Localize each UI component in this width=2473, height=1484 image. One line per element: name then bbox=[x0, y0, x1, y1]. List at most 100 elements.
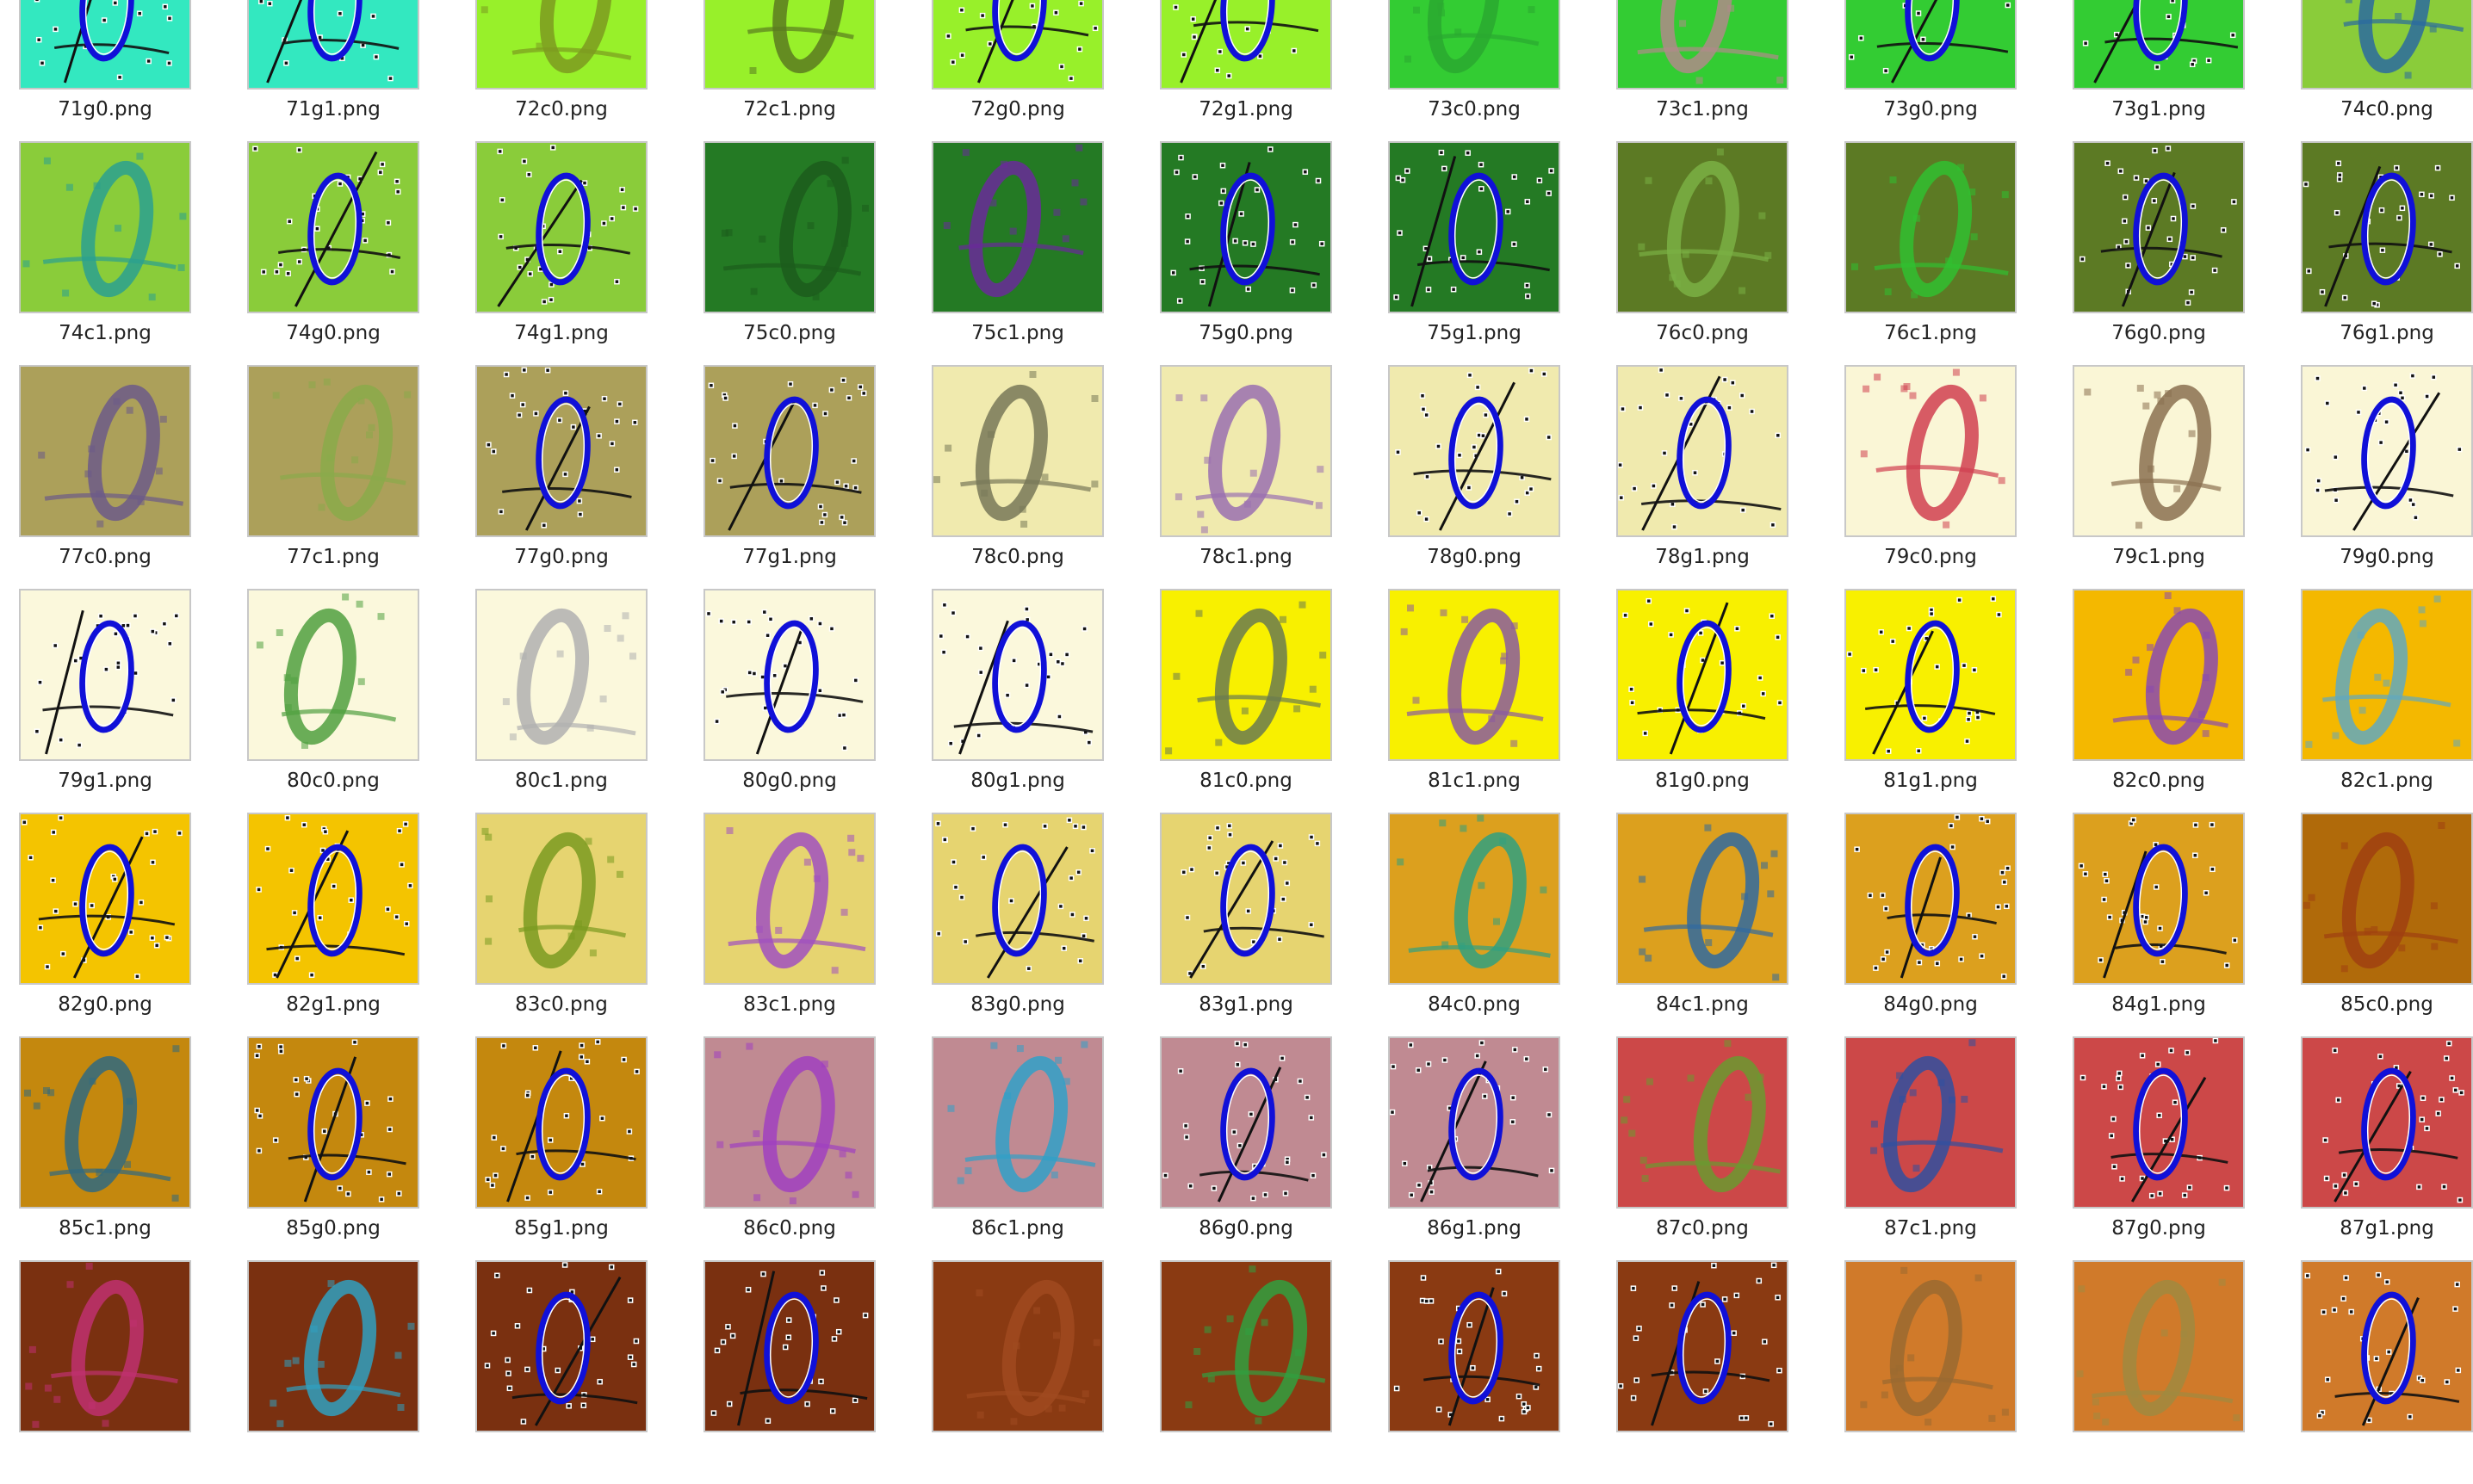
file-item[interactable]: 74c0.png bbox=[2301, 0, 2473, 141]
file-item[interactable]: 79c1.png bbox=[2073, 365, 2245, 589]
file-thumbnail[interactable] bbox=[1160, 1260, 1332, 1432]
file-thumbnail[interactable] bbox=[247, 141, 419, 313]
file-item[interactable]: 80g1.png bbox=[932, 589, 1104, 813]
file-item[interactable]: 85g1.png bbox=[475, 1036, 648, 1260]
file-thumbnail[interactable] bbox=[475, 365, 648, 537]
file-item[interactable]: 79c0.png bbox=[1844, 365, 2017, 589]
file-item[interactable]: 78g0.png bbox=[1388, 365, 1560, 589]
file-item[interactable]: 77g0.png bbox=[475, 365, 648, 589]
file-thumbnail[interactable] bbox=[2073, 141, 2245, 313]
file-thumbnail[interactable] bbox=[1844, 813, 2017, 985]
file-thumbnail[interactable] bbox=[1844, 1260, 2017, 1432]
file-item[interactable]: 72c0.png bbox=[475, 0, 648, 141]
file-thumbnail[interactable] bbox=[2301, 589, 2473, 761]
file-thumbnail[interactable] bbox=[2301, 141, 2473, 313]
file-item[interactable]: 86c1.png bbox=[932, 1036, 1104, 1260]
file-item[interactable]: 85g0.png bbox=[247, 1036, 419, 1260]
file-thumbnail[interactable] bbox=[1844, 365, 2017, 537]
file-thumbnail[interactable] bbox=[19, 589, 191, 761]
file-item[interactable]: 82g0.png bbox=[19, 813, 191, 1036]
file-thumbnail[interactable] bbox=[19, 813, 191, 985]
file-thumbnail[interactable] bbox=[247, 813, 419, 985]
file-thumbnail[interactable] bbox=[1160, 365, 1332, 537]
file-thumbnail[interactable] bbox=[2073, 365, 2245, 537]
file-thumbnail[interactable] bbox=[475, 813, 648, 985]
file-thumbnail[interactable] bbox=[1616, 0, 1788, 90]
file-item[interactable]: 80c0.png bbox=[247, 589, 419, 813]
file-item[interactable]: 72c1.png bbox=[703, 0, 876, 141]
file-thumbnail[interactable] bbox=[2301, 1260, 2473, 1432]
file-item[interactable]: 84c1.png bbox=[1616, 813, 1788, 1036]
file-thumbnail[interactable] bbox=[703, 141, 876, 313]
file-thumbnail[interactable] bbox=[1388, 365, 1560, 537]
file-item[interactable]: 75g1.png bbox=[1388, 141, 1560, 365]
file-thumbnail[interactable] bbox=[19, 1260, 191, 1432]
file-item[interactable] bbox=[19, 1260, 191, 1484]
file-item[interactable]: 81c0.png bbox=[1160, 589, 1332, 813]
file-item[interactable]: 81g0.png bbox=[1616, 589, 1788, 813]
file-item[interactable]: 75c0.png bbox=[703, 141, 876, 365]
file-item[interactable]: 73c0.png bbox=[1388, 0, 1560, 141]
file-thumbnail[interactable] bbox=[703, 589, 876, 761]
file-thumbnail[interactable] bbox=[247, 589, 419, 761]
file-thumbnail[interactable] bbox=[247, 365, 419, 537]
file-item[interactable]: 78g1.png bbox=[1616, 365, 1788, 589]
file-item[interactable] bbox=[2301, 1260, 2473, 1484]
file-item[interactable] bbox=[1388, 1260, 1560, 1484]
file-thumbnail[interactable] bbox=[475, 1260, 648, 1432]
file-item[interactable]: 82c1.png bbox=[2301, 589, 2473, 813]
file-thumbnail[interactable] bbox=[2073, 1036, 2245, 1209]
file-item[interactable] bbox=[932, 1260, 1104, 1484]
file-thumbnail[interactable] bbox=[19, 141, 191, 313]
file-item[interactable] bbox=[1160, 1260, 1332, 1484]
file-thumbnail[interactable] bbox=[475, 589, 648, 761]
file-item[interactable]: 71g1.png bbox=[247, 0, 419, 141]
file-thumbnail[interactable] bbox=[1616, 141, 1788, 313]
file-thumbnail[interactable] bbox=[1160, 589, 1332, 761]
file-item[interactable] bbox=[247, 1260, 419, 1484]
file-thumbnail[interactable] bbox=[2073, 813, 2245, 985]
file-item[interactable] bbox=[1616, 1260, 1788, 1484]
file-thumbnail[interactable] bbox=[2073, 589, 2245, 761]
file-item[interactable]: 85c1.png bbox=[19, 1036, 191, 1260]
file-thumbnail[interactable] bbox=[703, 1260, 876, 1432]
file-item[interactable]: 87c0.png bbox=[1616, 1036, 1788, 1260]
file-item[interactable]: 84g0.png bbox=[1844, 813, 2017, 1036]
file-thumbnail[interactable] bbox=[2073, 1260, 2245, 1432]
file-thumbnail[interactable] bbox=[932, 813, 1104, 985]
file-thumbnail[interactable] bbox=[932, 0, 1104, 90]
file-thumbnail[interactable] bbox=[1160, 0, 1332, 90]
file-item[interactable]: 76c0.png bbox=[1616, 141, 1788, 365]
file-item[interactable]: 84g1.png bbox=[2073, 813, 2245, 1036]
file-item[interactable]: 83c1.png bbox=[703, 813, 876, 1036]
file-thumbnail[interactable] bbox=[932, 589, 1104, 761]
file-thumbnail[interactable] bbox=[1616, 589, 1788, 761]
file-item[interactable]: 82g1.png bbox=[247, 813, 419, 1036]
file-item[interactable]: 87g0.png bbox=[2073, 1036, 2245, 1260]
file-thumbnail[interactable] bbox=[1160, 141, 1332, 313]
file-item[interactable]: 74c1.png bbox=[19, 141, 191, 365]
file-thumbnail[interactable] bbox=[2301, 0, 2473, 90]
file-thumbnail[interactable] bbox=[1844, 141, 2017, 313]
file-thumbnail[interactable] bbox=[1388, 813, 1560, 985]
file-item[interactable]: 85c0.png bbox=[2301, 813, 2473, 1036]
file-thumbnail[interactable] bbox=[2301, 365, 2473, 537]
file-item[interactable]: 83c0.png bbox=[475, 813, 648, 1036]
file-item[interactable]: 72g1.png bbox=[1160, 0, 1332, 141]
file-thumbnail[interactable] bbox=[19, 365, 191, 537]
file-thumbnail[interactable] bbox=[2073, 0, 2245, 90]
file-item[interactable]: 75c1.png bbox=[932, 141, 1104, 365]
file-item[interactable]: 77g1.png bbox=[703, 365, 876, 589]
file-thumbnail[interactable] bbox=[247, 1036, 419, 1209]
file-thumbnail[interactable] bbox=[703, 365, 876, 537]
file-thumbnail[interactable] bbox=[1160, 813, 1332, 985]
file-thumbnail[interactable] bbox=[1616, 1260, 1788, 1432]
file-item[interactable]: 76c1.png bbox=[1844, 141, 2017, 365]
file-item[interactable]: 87c1.png bbox=[1844, 1036, 2017, 1260]
file-thumbnail[interactable] bbox=[703, 0, 876, 90]
file-item[interactable]: 77c1.png bbox=[247, 365, 419, 589]
file-thumbnail[interactable] bbox=[1616, 813, 1788, 985]
file-item[interactable]: 84c0.png bbox=[1388, 813, 1560, 1036]
file-item[interactable]: 71g0.png bbox=[19, 0, 191, 141]
file-item[interactable]: 86g0.png bbox=[1160, 1036, 1332, 1260]
